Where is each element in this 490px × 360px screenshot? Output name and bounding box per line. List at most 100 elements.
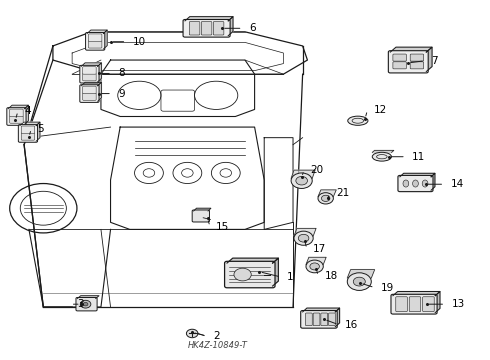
Ellipse shape xyxy=(403,180,409,187)
FancyBboxPatch shape xyxy=(305,313,312,326)
FancyBboxPatch shape xyxy=(189,22,200,35)
FancyBboxPatch shape xyxy=(329,313,335,326)
Polygon shape xyxy=(318,190,336,197)
Text: 7: 7 xyxy=(431,56,438,66)
Polygon shape xyxy=(24,105,28,124)
Text: 21: 21 xyxy=(336,188,349,198)
FancyBboxPatch shape xyxy=(10,109,23,117)
Text: 13: 13 xyxy=(451,299,465,309)
Circle shape xyxy=(298,234,309,242)
Circle shape xyxy=(310,263,319,270)
FancyBboxPatch shape xyxy=(409,297,421,312)
FancyBboxPatch shape xyxy=(83,73,96,81)
Polygon shape xyxy=(347,270,375,278)
Ellipse shape xyxy=(413,180,418,187)
FancyBboxPatch shape xyxy=(21,133,35,140)
Text: 10: 10 xyxy=(133,37,146,47)
FancyBboxPatch shape xyxy=(321,313,328,326)
Polygon shape xyxy=(185,17,233,21)
Text: 1: 1 xyxy=(287,272,294,282)
Polygon shape xyxy=(227,258,278,263)
FancyBboxPatch shape xyxy=(80,65,99,83)
FancyBboxPatch shape xyxy=(76,297,97,311)
FancyBboxPatch shape xyxy=(183,19,230,37)
Polygon shape xyxy=(431,173,435,190)
FancyBboxPatch shape xyxy=(83,93,96,100)
FancyBboxPatch shape xyxy=(18,125,38,142)
Text: 4: 4 xyxy=(24,106,31,116)
Text: 16: 16 xyxy=(345,320,358,330)
Text: 17: 17 xyxy=(313,244,326,254)
Polygon shape xyxy=(8,105,28,109)
FancyBboxPatch shape xyxy=(393,62,406,69)
Polygon shape xyxy=(435,292,440,312)
FancyBboxPatch shape xyxy=(301,311,337,328)
Text: 3: 3 xyxy=(77,299,84,309)
Polygon shape xyxy=(306,257,326,265)
Polygon shape xyxy=(20,122,40,126)
FancyBboxPatch shape xyxy=(201,22,212,35)
FancyBboxPatch shape xyxy=(224,261,275,288)
Polygon shape xyxy=(87,30,107,33)
Circle shape xyxy=(296,176,307,185)
Polygon shape xyxy=(426,47,432,72)
FancyBboxPatch shape xyxy=(398,175,433,192)
Circle shape xyxy=(321,195,330,202)
Polygon shape xyxy=(291,170,315,178)
FancyBboxPatch shape xyxy=(10,116,23,123)
FancyBboxPatch shape xyxy=(83,67,96,74)
Polygon shape xyxy=(98,82,101,101)
Ellipse shape xyxy=(348,116,368,125)
FancyBboxPatch shape xyxy=(86,32,105,50)
Circle shape xyxy=(291,173,312,189)
FancyBboxPatch shape xyxy=(213,22,224,35)
FancyBboxPatch shape xyxy=(80,85,99,102)
Polygon shape xyxy=(372,150,394,153)
Text: 20: 20 xyxy=(310,165,323,175)
Text: 5: 5 xyxy=(38,124,44,134)
Text: 19: 19 xyxy=(381,283,394,293)
Polygon shape xyxy=(98,63,101,82)
Polygon shape xyxy=(393,292,440,296)
FancyBboxPatch shape xyxy=(7,108,26,125)
Polygon shape xyxy=(81,82,101,86)
FancyBboxPatch shape xyxy=(89,41,102,48)
Polygon shape xyxy=(77,296,99,298)
Polygon shape xyxy=(194,208,211,211)
Text: 12: 12 xyxy=(374,105,387,115)
Circle shape xyxy=(80,300,91,308)
FancyBboxPatch shape xyxy=(21,126,35,134)
Ellipse shape xyxy=(372,152,392,161)
FancyBboxPatch shape xyxy=(410,62,424,69)
Polygon shape xyxy=(294,228,316,236)
Circle shape xyxy=(186,329,198,338)
FancyBboxPatch shape xyxy=(391,294,437,314)
Circle shape xyxy=(347,273,371,291)
Circle shape xyxy=(83,302,88,306)
FancyBboxPatch shape xyxy=(389,51,428,73)
Polygon shape xyxy=(400,173,435,177)
Text: 11: 11 xyxy=(412,152,425,162)
Polygon shape xyxy=(103,30,107,49)
Text: 15: 15 xyxy=(216,221,229,231)
Polygon shape xyxy=(36,122,40,141)
FancyBboxPatch shape xyxy=(89,34,102,41)
Circle shape xyxy=(234,268,251,281)
Text: 18: 18 xyxy=(325,271,338,281)
Text: 6: 6 xyxy=(249,23,255,33)
Circle shape xyxy=(353,277,365,286)
FancyBboxPatch shape xyxy=(393,54,406,61)
Polygon shape xyxy=(303,308,340,312)
FancyBboxPatch shape xyxy=(396,297,407,312)
Text: 9: 9 xyxy=(118,89,125,99)
FancyBboxPatch shape xyxy=(423,297,434,312)
Polygon shape xyxy=(272,258,278,286)
Circle shape xyxy=(306,260,323,273)
Text: 2: 2 xyxy=(213,331,220,341)
FancyBboxPatch shape xyxy=(83,86,96,94)
Text: 8: 8 xyxy=(118,68,125,78)
Text: 14: 14 xyxy=(450,179,464,189)
Polygon shape xyxy=(228,17,233,36)
Circle shape xyxy=(294,231,313,245)
Polygon shape xyxy=(81,63,101,66)
